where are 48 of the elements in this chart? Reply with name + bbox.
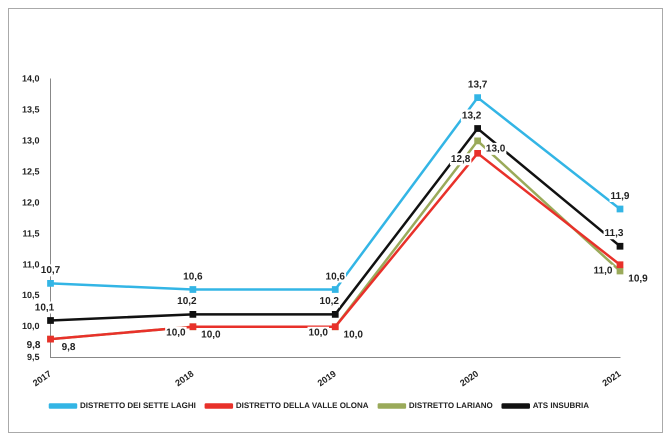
data-label: 11,0 xyxy=(594,266,613,277)
data-label: 9,8 xyxy=(62,342,76,353)
point xyxy=(47,317,54,324)
legend-label: DISTRETTO LARIANO xyxy=(408,401,493,410)
y-tick-label: 12,5 xyxy=(22,166,40,176)
data-label: 10,2 xyxy=(320,296,340,308)
point xyxy=(616,268,624,274)
data-label: 10,7 xyxy=(40,265,61,276)
point xyxy=(616,206,624,212)
point xyxy=(474,150,481,157)
legend-label: ATS INSUBRIA xyxy=(532,401,590,410)
point xyxy=(616,242,624,250)
legend-label: DISTRETTO DEI SETTE LAGHI xyxy=(80,401,196,410)
data-label: 13,7 xyxy=(468,79,488,90)
y-tick-label: 14,0 xyxy=(22,73,40,84)
y-tick-label: 12,0 xyxy=(22,197,40,208)
point xyxy=(190,310,196,318)
point xyxy=(474,125,481,132)
y-tick-label: 10,5 xyxy=(22,290,40,300)
point xyxy=(616,261,624,268)
data-label: 13,0 xyxy=(486,144,506,155)
data-label: 10,0 xyxy=(166,327,186,338)
data-label: 13,2 xyxy=(462,110,482,122)
y-tick-label: 11,0 xyxy=(22,259,40,270)
data-label: 11,9 xyxy=(610,190,630,202)
point xyxy=(332,310,339,318)
data-label: 10,2 xyxy=(177,296,198,308)
point xyxy=(474,138,481,144)
y-tick-label: 13,5 xyxy=(22,104,40,114)
y-tick-label: 9,5 xyxy=(27,352,40,362)
data-label: 10,0 xyxy=(201,329,222,340)
data-label: 10,0 xyxy=(344,329,364,340)
legend-label: DISTRETTO DELLA VALLE OLONA xyxy=(236,401,369,410)
data-label: 10,6 xyxy=(326,271,346,282)
data-label: 9,8 xyxy=(26,340,41,351)
point xyxy=(47,280,54,287)
point xyxy=(474,94,481,101)
y-tick-label: 13,0 xyxy=(22,135,40,146)
y-tick-label: 11,5 xyxy=(22,228,40,238)
point xyxy=(190,286,196,293)
point xyxy=(332,286,339,293)
y-tick-label: 10,0 xyxy=(22,321,40,332)
data-label: 10,1 xyxy=(34,302,55,314)
data-label: 10,6 xyxy=(183,271,204,282)
data-label: 11,3 xyxy=(604,228,624,239)
data-label: 10,9 xyxy=(628,274,648,285)
data-label: 12,8 xyxy=(450,154,471,166)
data-label: 10,0 xyxy=(308,327,328,338)
